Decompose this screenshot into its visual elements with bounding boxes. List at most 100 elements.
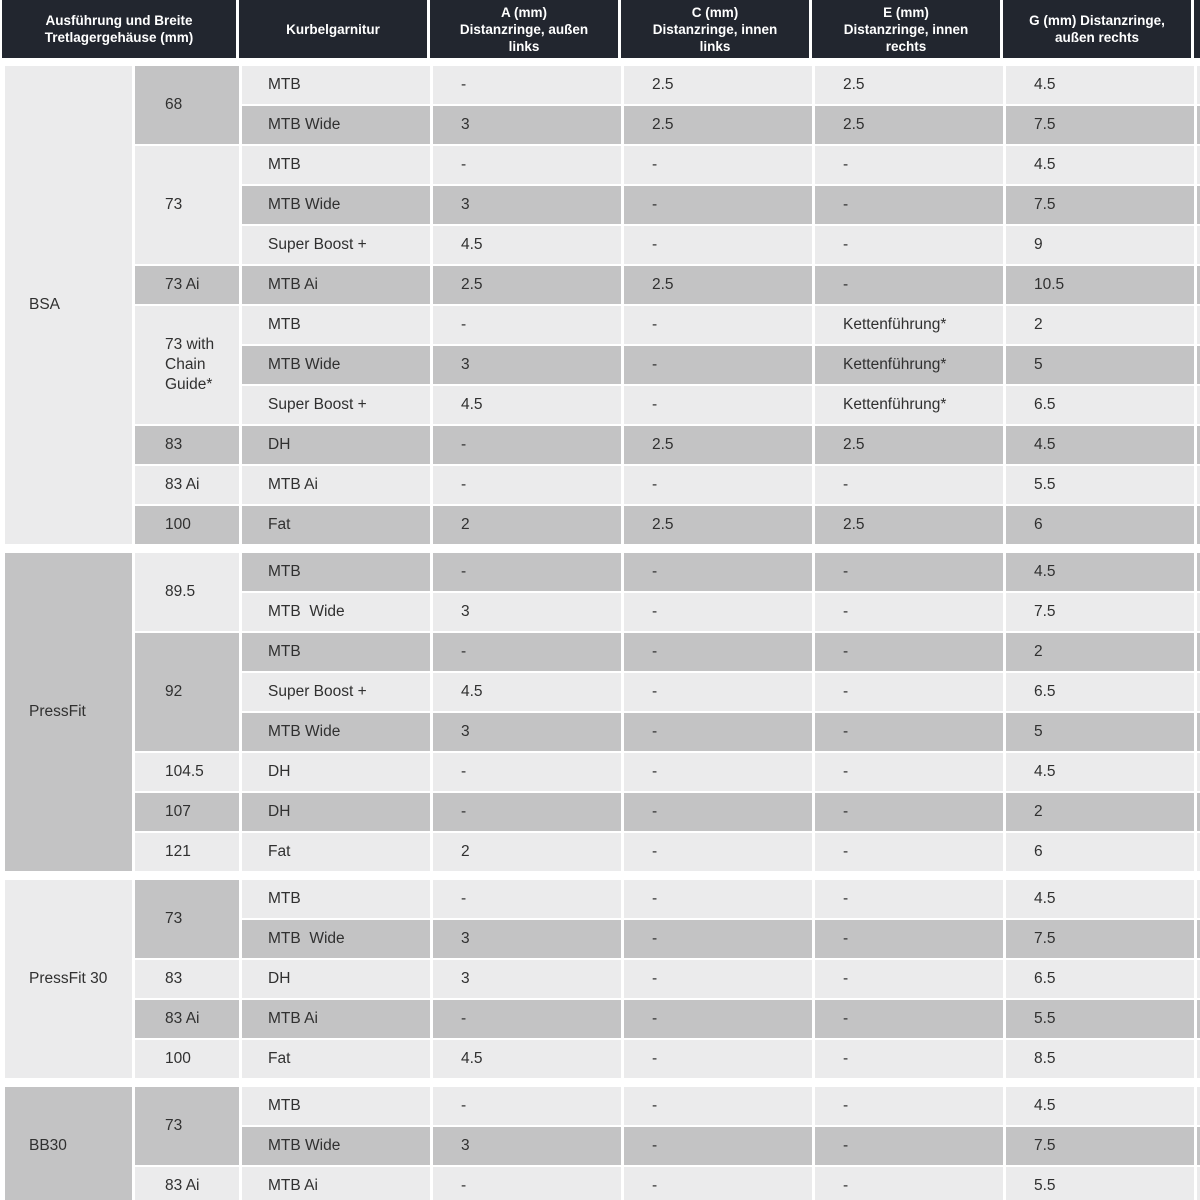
- value-e-cell: -: [815, 920, 1003, 958]
- value-g-cell: 4.5: [1006, 880, 1194, 918]
- value-e-cell: Kettenführung*: [815, 346, 1003, 384]
- col-header-housing: Ausführung und Breite Tretlagergehäuse (…: [2, 0, 236, 58]
- value-a-cell: 3: [433, 106, 621, 144]
- row-sliver-cell: [1197, 66, 1200, 104]
- width-cell: 107: [135, 793, 239, 831]
- row-sliver-cell: [1197, 633, 1200, 671]
- value-e-cell: -: [815, 633, 1003, 671]
- value-e-cell: -: [815, 466, 1003, 504]
- value-c-cell: -: [624, 593, 812, 631]
- value-g-cell: 5: [1006, 346, 1194, 384]
- value-c-cell: -: [624, 186, 812, 224]
- value-c-cell: -: [624, 633, 812, 671]
- value-g-cell: 4.5: [1006, 753, 1194, 791]
- value-a-cell: 3: [433, 920, 621, 958]
- value-a-cell: 3: [433, 713, 621, 751]
- value-g-cell: 6.5: [1006, 960, 1194, 998]
- value-c-cell: -: [624, 226, 812, 264]
- value-g-cell: 5.5: [1006, 1167, 1194, 1200]
- value-c-cell: 2.5: [624, 426, 812, 464]
- row-sliver-cell: [1197, 426, 1200, 464]
- section-bsa: BSA 68 MTB -2.5 2.5 4.5 MTB Wide 3 2.5 2.5 7.5 73 MT…: [5, 66, 1200, 544]
- type-cell: BB30: [5, 1087, 132, 1200]
- crank-cell: MTB: [242, 66, 430, 104]
- row-sliver-cell: [1197, 346, 1200, 384]
- value-e-cell: -: [815, 1040, 1003, 1078]
- width-cell: 89.5: [135, 553, 239, 631]
- value-g-cell: 4.5: [1006, 553, 1194, 591]
- value-e-cell: -: [815, 833, 1003, 871]
- crank-cell: MTB Wide: [242, 106, 430, 144]
- section-bb30: BB30 73 MTB - - -4.5 MTB Wide 3- -7.5 83 Ai MTB Ai…: [5, 1087, 1200, 1200]
- row-sliver-cell: [1197, 146, 1200, 184]
- width-cell: 73: [135, 146, 239, 264]
- value-e-cell: -: [815, 713, 1003, 751]
- value-g-cell: 9: [1006, 226, 1194, 264]
- crank-cell: MTB: [242, 880, 430, 918]
- value-c-cell: -: [624, 880, 812, 918]
- value-e-cell: -: [815, 553, 1003, 591]
- value-a-cell: -: [433, 306, 621, 344]
- width-cell: 73 with Chain Guide*: [135, 306, 239, 424]
- value-g-cell: 7.5: [1006, 1127, 1194, 1165]
- value-a-cell: 4.5: [433, 673, 621, 711]
- width-cell: 104.5: [135, 753, 239, 791]
- col-header-spacer-g: G (mm) Distanzringe, außen rechts: [1003, 0, 1191, 58]
- value-a-cell: -: [433, 793, 621, 831]
- col-header-spacer-c: C (mm) Distanzringe, innen links: [621, 0, 809, 58]
- col-header-spacer-e: E (mm) Distanzringe, innen rechts: [812, 0, 1000, 58]
- value-e-cell: -: [815, 960, 1003, 998]
- header-sliver-cell: [1194, 0, 1200, 58]
- crank-cell: DH: [242, 793, 430, 831]
- value-e-cell: -: [815, 753, 1003, 791]
- value-a-cell: -: [433, 553, 621, 591]
- value-g-cell: 5.5: [1006, 466, 1194, 504]
- crank-cell: MTB Ai: [242, 1000, 430, 1038]
- value-c-cell: -: [624, 833, 812, 871]
- crank-cell: Super Boost +: [242, 226, 430, 264]
- value-g-cell: 2: [1006, 633, 1194, 671]
- row-sliver-cell: [1197, 506, 1200, 544]
- row-sliver-cell: [1197, 186, 1200, 224]
- table-header: Ausführung und Breite Tretlagergehäuse (…: [2, 0, 1200, 58]
- value-c-cell: -: [624, 713, 812, 751]
- value-c-cell: -: [624, 920, 812, 958]
- row-sliver-cell: [1197, 306, 1200, 344]
- value-a-cell: -: [433, 1087, 621, 1125]
- value-e-cell: -: [815, 793, 1003, 831]
- value-g-cell: 6.5: [1006, 386, 1194, 424]
- row-sliver-cell: [1197, 1127, 1200, 1165]
- value-e-cell: -: [815, 880, 1003, 918]
- crank-cell: MTB Wide: [242, 346, 430, 384]
- value-e-cell: Kettenführung*: [815, 386, 1003, 424]
- value-a-cell: -: [433, 753, 621, 791]
- crank-cell: DH: [242, 960, 430, 998]
- value-g-cell: 2: [1006, 306, 1194, 344]
- crank-cell: MTB Wide: [242, 593, 430, 631]
- value-g-cell: 10.5: [1006, 266, 1194, 304]
- crank-cell: Super Boost +: [242, 386, 430, 424]
- value-g-cell: 7.5: [1006, 593, 1194, 631]
- row-sliver-cell: [1197, 713, 1200, 751]
- value-c-cell: -: [624, 1127, 812, 1165]
- crank-cell: MTB Ai: [242, 266, 430, 304]
- row-sliver-cell: [1197, 386, 1200, 424]
- value-c-cell: -: [624, 753, 812, 791]
- value-g-cell: 2: [1006, 793, 1194, 831]
- row-sliver-cell: [1197, 960, 1200, 998]
- value-g-cell: 6.5: [1006, 673, 1194, 711]
- value-a-cell: 2.5: [433, 266, 621, 304]
- type-cell: BSA: [5, 66, 132, 544]
- value-e-cell: 2.5: [815, 426, 1003, 464]
- value-a-cell: 4.5: [433, 386, 621, 424]
- value-a-cell: 3: [433, 346, 621, 384]
- row-sliver-cell: [1197, 793, 1200, 831]
- value-a-cell: 3: [433, 186, 621, 224]
- row-sliver-cell: [1197, 1087, 1200, 1125]
- crank-cell: MTB Wide: [242, 920, 430, 958]
- width-cell: 68: [135, 66, 239, 144]
- value-a-cell: -: [433, 146, 621, 184]
- value-e-cell: -: [815, 1087, 1003, 1125]
- value-a-cell: -: [433, 426, 621, 464]
